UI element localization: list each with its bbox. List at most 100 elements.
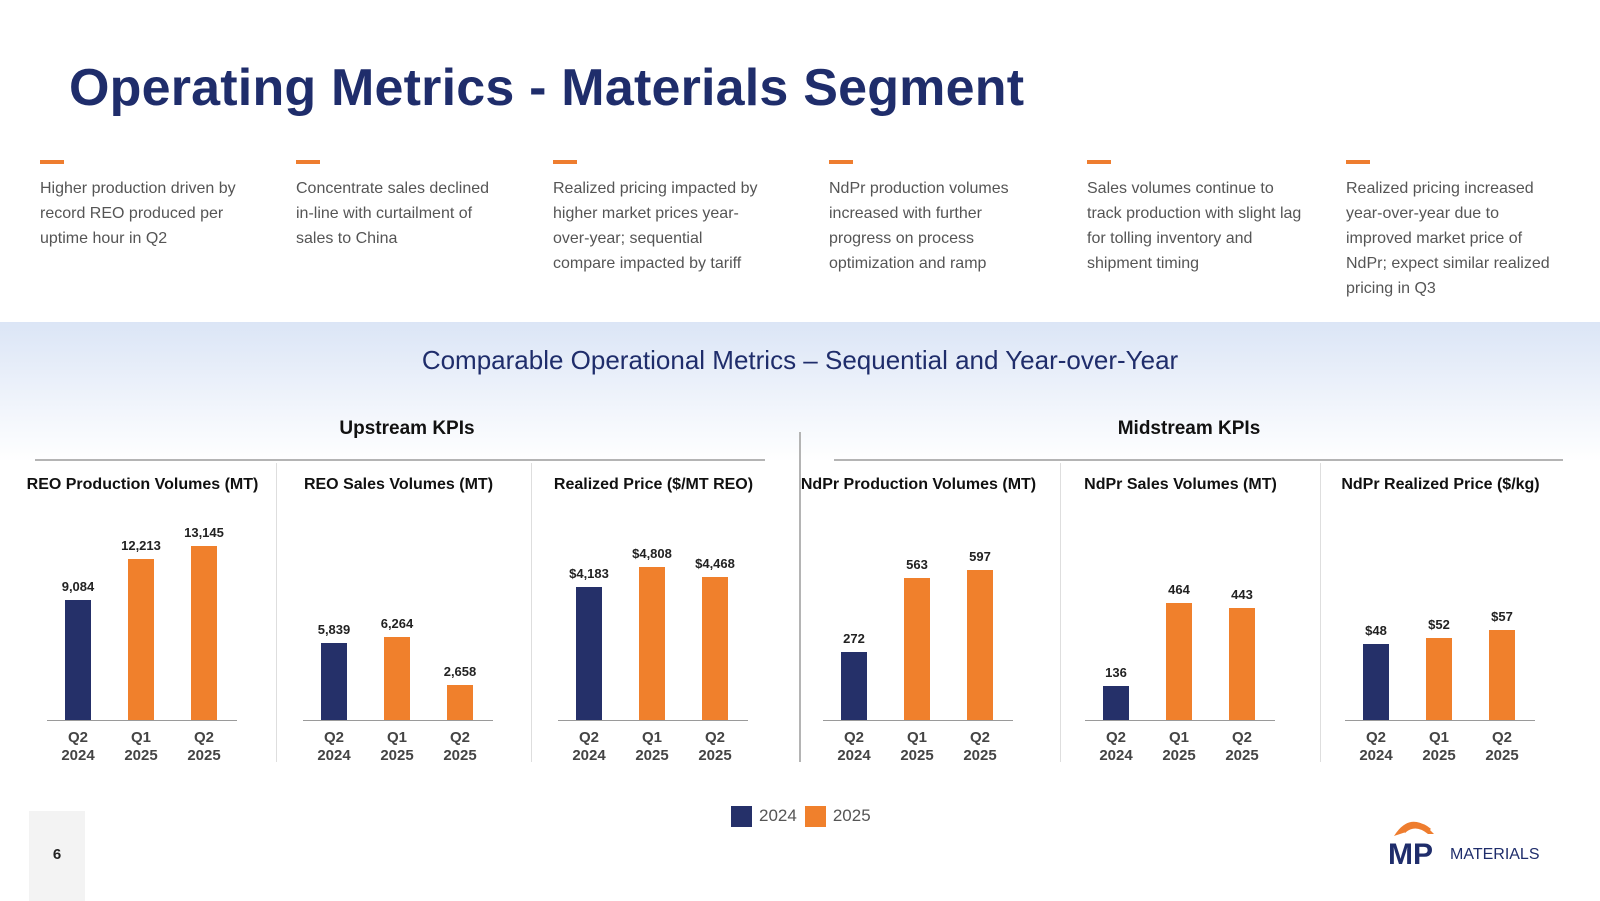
x-tick-label: Q2 2024	[302, 729, 366, 765]
highlight-text: NdPr production volumes increased with f…	[829, 180, 1009, 272]
x-tick-label: Q2 2024	[46, 729, 110, 765]
page-number: 6	[52, 846, 62, 863]
x-tick-quarter: Q2	[578, 729, 599, 746]
x-axis-line	[558, 720, 748, 721]
x-tick-year: 2024	[1099, 747, 1133, 764]
x-tick-label: Q2 2025	[1210, 729, 1274, 765]
highlight-2: Concentrate sales declined in-line with …	[296, 160, 511, 251]
data-label: 136	[1105, 665, 1127, 680]
x-tick-year: 2024	[837, 747, 871, 764]
highlight-text: Realized pricing impacted by higher mark…	[553, 180, 758, 272]
highlight-text: Concentrate sales declined in-line with …	[296, 180, 490, 247]
data-label: 9,084	[61, 579, 95, 594]
x-tick-label: Q1 2025	[885, 729, 949, 765]
data-label: 563	[906, 557, 928, 572]
bar	[1166, 603, 1192, 720]
chart-separator	[1320, 463, 1321, 762]
accent-dash	[296, 160, 320, 164]
x-tick-quarter: Q1	[386, 729, 407, 746]
x-tick-quarter: Q2	[323, 729, 344, 746]
x-tick-year: 2025	[1485, 747, 1519, 764]
x-tick-quarter: Q1	[130, 729, 151, 746]
x-tick-label: Q1 2025	[1147, 729, 1211, 765]
x-axis-line	[823, 720, 1013, 721]
highlight-4: NdPr production volumes increased with f…	[829, 160, 1044, 276]
x-tick-year: 2025	[963, 747, 997, 764]
bar	[1229, 608, 1255, 720]
legend-swatch-2024	[731, 805, 752, 827]
x-tick-year: 2025	[1162, 747, 1196, 764]
x-tick-year: 2024	[1359, 747, 1393, 764]
mp-materials-logo: MP MATERIALS	[1388, 821, 1540, 866]
data-label: $4,468	[695, 556, 735, 571]
bar	[321, 643, 347, 720]
data-label: 464	[1168, 582, 1190, 597]
upstream-kpis-heading: Upstream KPIs	[339, 418, 475, 439]
bar	[1489, 630, 1515, 720]
accent-dash	[1087, 160, 1111, 164]
bar	[128, 559, 154, 720]
highlight-text: Higher production driven by record REO p…	[40, 180, 236, 247]
x-tick-quarter: Q1	[906, 729, 927, 746]
midstream-kpis-heading: Midstream KPIs	[1117, 418, 1261, 439]
x-axis-line	[1345, 720, 1535, 721]
upstream-divider	[35, 459, 765, 461]
data-label: 6,264	[380, 616, 414, 631]
bar	[639, 567, 665, 720]
data-label: 443	[1231, 587, 1253, 602]
accent-dash	[553, 160, 577, 164]
chart-separator	[276, 463, 277, 762]
x-tick-label: Q2 2025	[683, 729, 747, 765]
x-tick-label: Q2 2024	[1344, 729, 1408, 765]
logo-arc-icon	[1402, 823, 1431, 834]
x-tick-quarter: Q2	[1365, 729, 1386, 746]
x-tick-label: Q2 2024	[1084, 729, 1148, 765]
x-tick-label: Q2 2024	[822, 729, 886, 765]
x-tick-quarter: Q1	[641, 729, 662, 746]
bar	[447, 685, 473, 720]
x-tick-label: Q2 2025	[948, 729, 1012, 765]
highlight-6: Realized pricing increased year-over-yea…	[1346, 160, 1561, 301]
logo-mp-text: MP	[1388, 838, 1433, 866]
x-tick-year: 2025	[187, 747, 221, 764]
data-label: 2,658	[443, 664, 477, 679]
data-label: $4,183	[569, 566, 609, 581]
bar	[904, 578, 930, 720]
accent-dash	[40, 160, 64, 164]
x-tick-quarter: Q2	[449, 729, 470, 746]
x-tick-quarter: Q1	[1428, 729, 1449, 746]
highlight-1: Higher production driven by record REO p…	[40, 160, 255, 251]
bar	[1103, 686, 1129, 720]
x-axis-line	[47, 720, 237, 721]
x-tick-quarter: Q2	[67, 729, 88, 746]
x-tick-label: Q1 2025	[620, 729, 684, 765]
bar	[1363, 644, 1389, 720]
highlight-text: Sales volumes continue to track producti…	[1087, 180, 1302, 272]
data-label: $57	[1491, 609, 1513, 624]
data-label: $48	[1365, 623, 1387, 638]
section-subtitle: Comparable Operational Metrics – Sequent…	[421, 345, 1179, 375]
highlights: Higher production driven by record REO p…	[0, 160, 1600, 310]
chart-title: Realized Price ($/MT REO)	[553, 476, 754, 493]
x-tick-year: 2025	[380, 747, 414, 764]
legend-swatch-2025	[804, 805, 826, 827]
x-tick-year: 2025	[635, 747, 669, 764]
x-tick-label: Q2 2025	[172, 729, 236, 765]
x-tick-quarter: Q2	[969, 729, 990, 746]
x-tick-year: 2025	[1422, 747, 1456, 764]
x-tick-label: Q1 2025	[1407, 729, 1471, 765]
x-tick-label: Q1 2025	[109, 729, 173, 765]
bar	[576, 587, 602, 720]
data-label: 5,839	[317, 622, 351, 637]
data-label: 597	[969, 549, 991, 564]
data-label: $4,808	[632, 546, 672, 561]
data-label: 272	[843, 631, 865, 646]
highlight-3: Realized pricing impacted by higher mark…	[553, 160, 768, 276]
chart-title: NdPr Sales Volumes (MT)	[1084, 476, 1277, 493]
x-axis-line	[1085, 720, 1275, 721]
data-label: $52	[1428, 617, 1450, 632]
bar	[841, 652, 867, 720]
x-tick-year: 2025	[443, 747, 477, 764]
legend: 2024 2025	[731, 805, 879, 827]
bar	[1426, 638, 1452, 720]
